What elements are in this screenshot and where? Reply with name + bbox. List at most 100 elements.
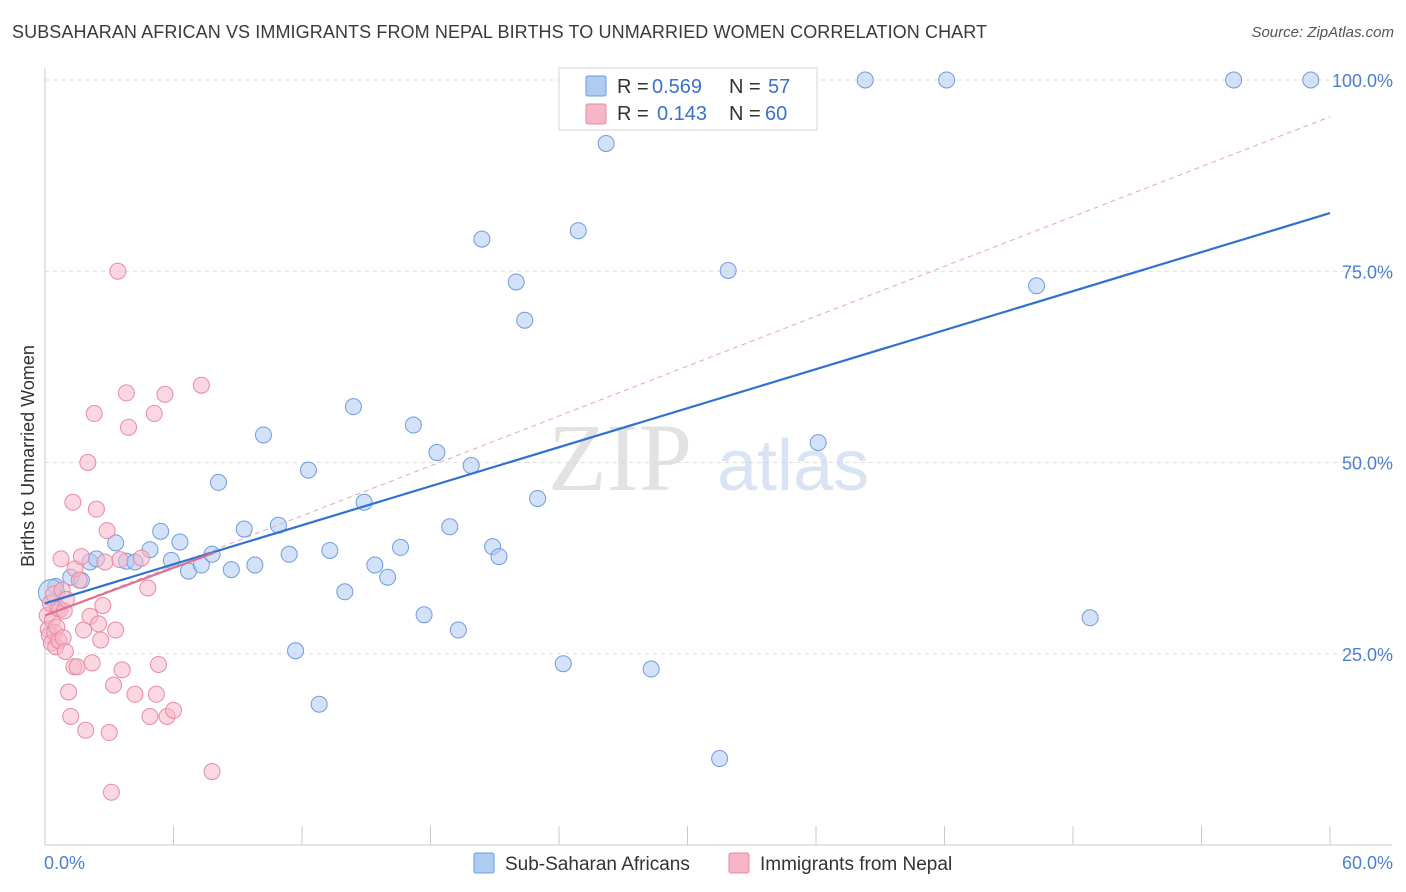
nepal-point [105, 676, 123, 694]
nepal-point [132, 549, 150, 567]
sub-saharan-point [287, 642, 305, 660]
grid-lines [45, 79, 1392, 655]
sub-saharan-point [392, 538, 410, 556]
legend-top-r-value-1: 0.143 [657, 103, 707, 125]
sub-saharan-point [554, 655, 572, 673]
nepal-trend-line [44, 551, 215, 617]
nepal-point [100, 724, 118, 742]
legend-top-n-label-0: N = [729, 76, 761, 98]
legend-bottom-label-0: Sub-Saharan Africans [505, 854, 690, 875]
sub-saharan-point [299, 461, 317, 479]
y-tick-label: 75.0% [1342, 262, 1393, 282]
nepal-point [98, 522, 116, 540]
nepal-point [107, 621, 125, 639]
legend-top-swatch-1 [585, 103, 607, 125]
nepal-point [64, 493, 82, 511]
x-axis-ticks [173, 826, 1331, 845]
x-tick-label-min: 0.0% [44, 853, 85, 873]
sub-saharan-point [222, 561, 240, 579]
sub-saharan-point [209, 473, 227, 491]
nepal-point [117, 384, 135, 402]
sub-saharan-point [152, 522, 170, 540]
sub-saharan-point [235, 520, 253, 538]
nepal-point [85, 405, 103, 423]
nepal-point [111, 551, 129, 569]
nepal-point [203, 763, 221, 781]
dashed-trend-layer [44, 116, 1331, 616]
nepal-point [56, 642, 74, 660]
nepal-point [92, 631, 110, 649]
sub-saharan-point [366, 556, 384, 574]
sub-saharan-point [441, 518, 459, 536]
nepal-point [165, 701, 182, 719]
nepal-point [52, 550, 70, 568]
sub-saharan-point [1028, 277, 1046, 295]
axes [44, 68, 1392, 846]
nepal-point [147, 685, 165, 703]
sub-saharan-point [473, 230, 491, 248]
y-tick-label: 25.0% [1342, 645, 1393, 665]
sub-saharan-point [404, 416, 422, 434]
sub-saharan-point [171, 533, 189, 551]
nepal-point [83, 654, 101, 672]
sub-saharan-trend-line [44, 212, 1331, 605]
nepal-point [102, 783, 120, 801]
legend-bottom-swatch-0 [473, 852, 495, 874]
sub-saharan-point [1081, 609, 1099, 627]
sub-saharan-point [516, 311, 534, 329]
sub-saharan-point [415, 606, 433, 624]
y-axis-tick-labels: 25.0% 50.0% 75.0% 100.0% [1332, 71, 1393, 665]
sub-saharan-point [711, 750, 729, 768]
nepal-point [139, 579, 157, 597]
legend-top-swatch-0 [585, 75, 607, 97]
sub-saharan-point [428, 444, 446, 462]
sub-saharan-point [569, 222, 587, 240]
sub-saharan-point [1225, 71, 1243, 89]
nepal-point [60, 683, 78, 701]
nepal-point [90, 615, 108, 633]
legend-bottom-swatch-1 [728, 852, 750, 874]
nepal-point [94, 597, 112, 615]
series-nepal-points [38, 262, 221, 801]
sub-saharan-point [809, 434, 827, 452]
sub-saharan-point [310, 695, 328, 713]
nepal-point [120, 418, 138, 436]
y-tick-label: 100.0% [1332, 71, 1393, 91]
nepal-point [72, 548, 90, 566]
trend-lines [44, 212, 1331, 617]
sub-saharan-point [719, 261, 737, 279]
legend-top-r-label-0: R = [617, 76, 649, 98]
legend-top-r-label-1: R = [617, 103, 649, 125]
watermark-zip: ZIP [548, 404, 692, 511]
chart-source: Source: ZipAtlas.com [1251, 24, 1394, 41]
watermark-atlas: atlas [717, 426, 869, 506]
x-tick-label-max: 60.0% [1342, 853, 1393, 873]
nepal-point [113, 661, 131, 679]
sub-saharan-point [344, 398, 362, 416]
sub-saharan-point [507, 273, 525, 291]
nepal-point [68, 658, 86, 676]
nepal-point [87, 500, 105, 518]
sub-saharan-point [856, 71, 874, 89]
nepal-point [79, 454, 97, 471]
series-sub-saharan-points [37, 71, 1320, 768]
chart-title: SUBSAHARAN AFRICAN VS IMMIGRANTS FROM NE… [12, 22, 988, 42]
legend-top-r-value-0: 0.569 [652, 76, 702, 98]
nepal-dashed-trend-line [44, 116, 1331, 616]
sub-saharan-point [1302, 71, 1320, 89]
y-tick-label: 50.0% [1342, 454, 1393, 474]
sub-saharan-point [490, 548, 508, 566]
legend-top-n-label-1: N = [729, 103, 761, 125]
sub-saharan-point [597, 134, 615, 152]
nepal-point [75, 621, 93, 639]
nepal-point [150, 655, 168, 673]
nepal-point [62, 707, 80, 725]
sub-saharan-point [336, 583, 354, 601]
legend-bottom: Sub-Saharan Africans Immigrants from Nep… [473, 852, 952, 875]
nepal-point [145, 405, 163, 423]
sub-saharan-point [938, 71, 956, 89]
nepal-point [156, 385, 174, 403]
sub-saharan-point [449, 621, 467, 639]
watermark: ZIP atlas [548, 404, 869, 511]
